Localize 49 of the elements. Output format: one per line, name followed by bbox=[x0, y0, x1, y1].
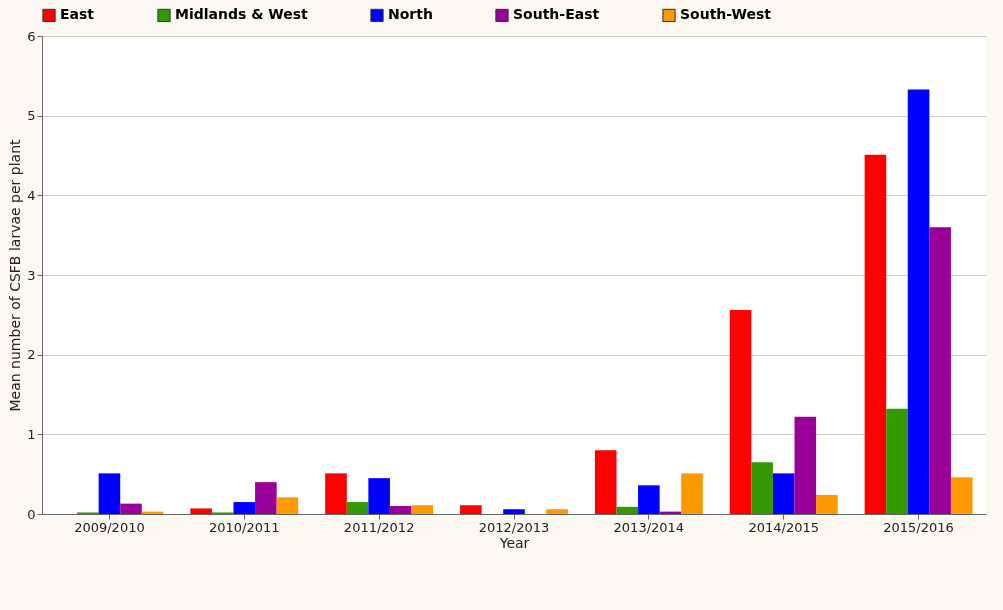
x-tick-label: 2010/2011 bbox=[209, 519, 280, 535]
y-axis-title: Mean number of CSFB larvae per plant bbox=[7, 139, 24, 412]
bar bbox=[276, 497, 299, 514]
bar bbox=[594, 450, 617, 514]
bar bbox=[368, 478, 390, 514]
bar bbox=[120, 503, 142, 514]
bar bbox=[98, 473, 121, 514]
bar bbox=[233, 502, 256, 514]
bar bbox=[546, 509, 568, 514]
y-tick-label: 3 bbox=[27, 267, 36, 283]
legend-label: East bbox=[60, 6, 95, 23]
bar bbox=[255, 482, 277, 514]
bar bbox=[346, 502, 369, 514]
bar bbox=[389, 506, 412, 514]
bar bbox=[816, 494, 838, 514]
bar bbox=[864, 154, 887, 514]
bar bbox=[411, 505, 434, 514]
bar bbox=[638, 485, 660, 514]
y-tick-label: 5 bbox=[27, 108, 36, 124]
bar bbox=[616, 506, 639, 514]
bar bbox=[729, 310, 752, 514]
bar bbox=[929, 227, 951, 514]
bar bbox=[772, 473, 795, 514]
x-tick-label: 2014/2015 bbox=[748, 519, 819, 535]
bar bbox=[907, 89, 930, 514]
legend-label: South-West bbox=[680, 6, 772, 23]
bar bbox=[886, 408, 908, 514]
bar bbox=[681, 473, 703, 514]
x-tick-label: 2015/2016 bbox=[883, 519, 954, 535]
y-tick-label: 0 bbox=[27, 506, 36, 522]
bar bbox=[460, 505, 482, 514]
x-tick-label: 2009/2010 bbox=[74, 519, 145, 535]
y-tick-label: 1 bbox=[27, 426, 36, 442]
bar bbox=[190, 508, 212, 514]
legend-label: South-East bbox=[513, 6, 600, 23]
bar bbox=[950, 477, 973, 514]
y-tick-label: 6 bbox=[27, 28, 36, 44]
bar bbox=[794, 416, 817, 514]
bar bbox=[751, 462, 773, 514]
legend-label: North bbox=[388, 6, 433, 23]
x-axis-title: Year bbox=[498, 534, 530, 551]
y-tick-label: 2 bbox=[27, 347, 36, 363]
bar bbox=[503, 509, 525, 514]
y-tick-label: 4 bbox=[27, 187, 36, 203]
bar bbox=[325, 473, 347, 514]
x-tick-label: 2011/2012 bbox=[343, 519, 415, 535]
x-tick-label: 2012/2013 bbox=[478, 519, 550, 535]
x-tick-label: 2013/2014 bbox=[613, 519, 685, 535]
legend-label: Midlands & West bbox=[175, 6, 309, 23]
